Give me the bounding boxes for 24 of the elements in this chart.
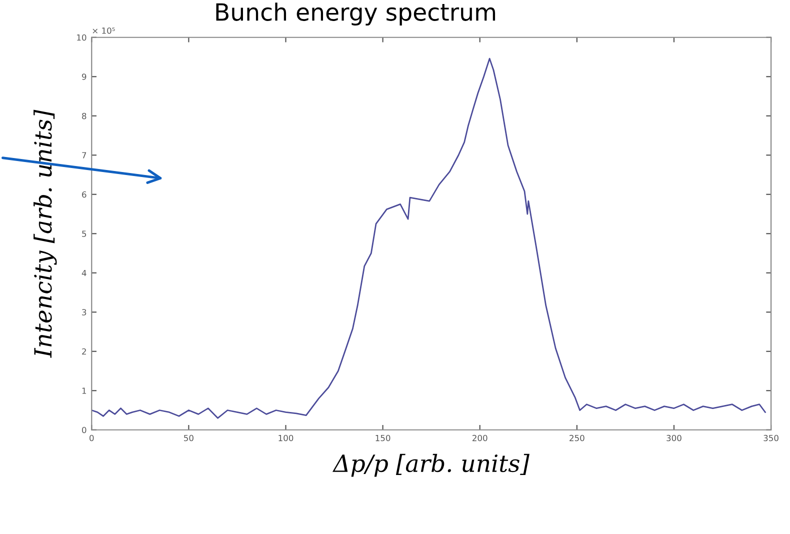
y-tick-label: 0 [82, 426, 86, 434]
x-tick-label: 100 [278, 434, 294, 442]
x-axis-title: Δp/p [arb. units] [332, 454, 530, 477]
y-tick-label: 10 [77, 34, 86, 41]
y-tick-label: 5 [82, 230, 86, 237]
y-tick-label: 7 [82, 152, 86, 158]
x-tick-label: 300 [666, 434, 682, 442]
y-tick-label: 4 [82, 270, 86, 276]
y-tick-label: 2 [82, 348, 86, 355]
x-tick-label: 150 [376, 434, 390, 442]
y-tick-label: 9 [82, 74, 86, 80]
x-tick-label: 50 [184, 434, 194, 442]
x-tick-label: 200 [472, 434, 488, 442]
y-axis-title: Intencity [arb. units] [34, 110, 57, 358]
chart-title: Bunch energy spectrum [216, 2, 496, 26]
y-tick-label: 1 [82, 388, 86, 394]
y-tick-label: 6 [82, 191, 86, 198]
x-tick-label: 350 [764, 434, 778, 442]
line-series [92, 58, 766, 419]
text: × 10⁵ [92, 28, 115, 34]
x-tick-label: 250 [570, 434, 584, 442]
x-tick-label: 0 [90, 434, 94, 442]
y-tick-label: 8 [82, 112, 86, 120]
y-tick-label: 3 [82, 309, 86, 316]
